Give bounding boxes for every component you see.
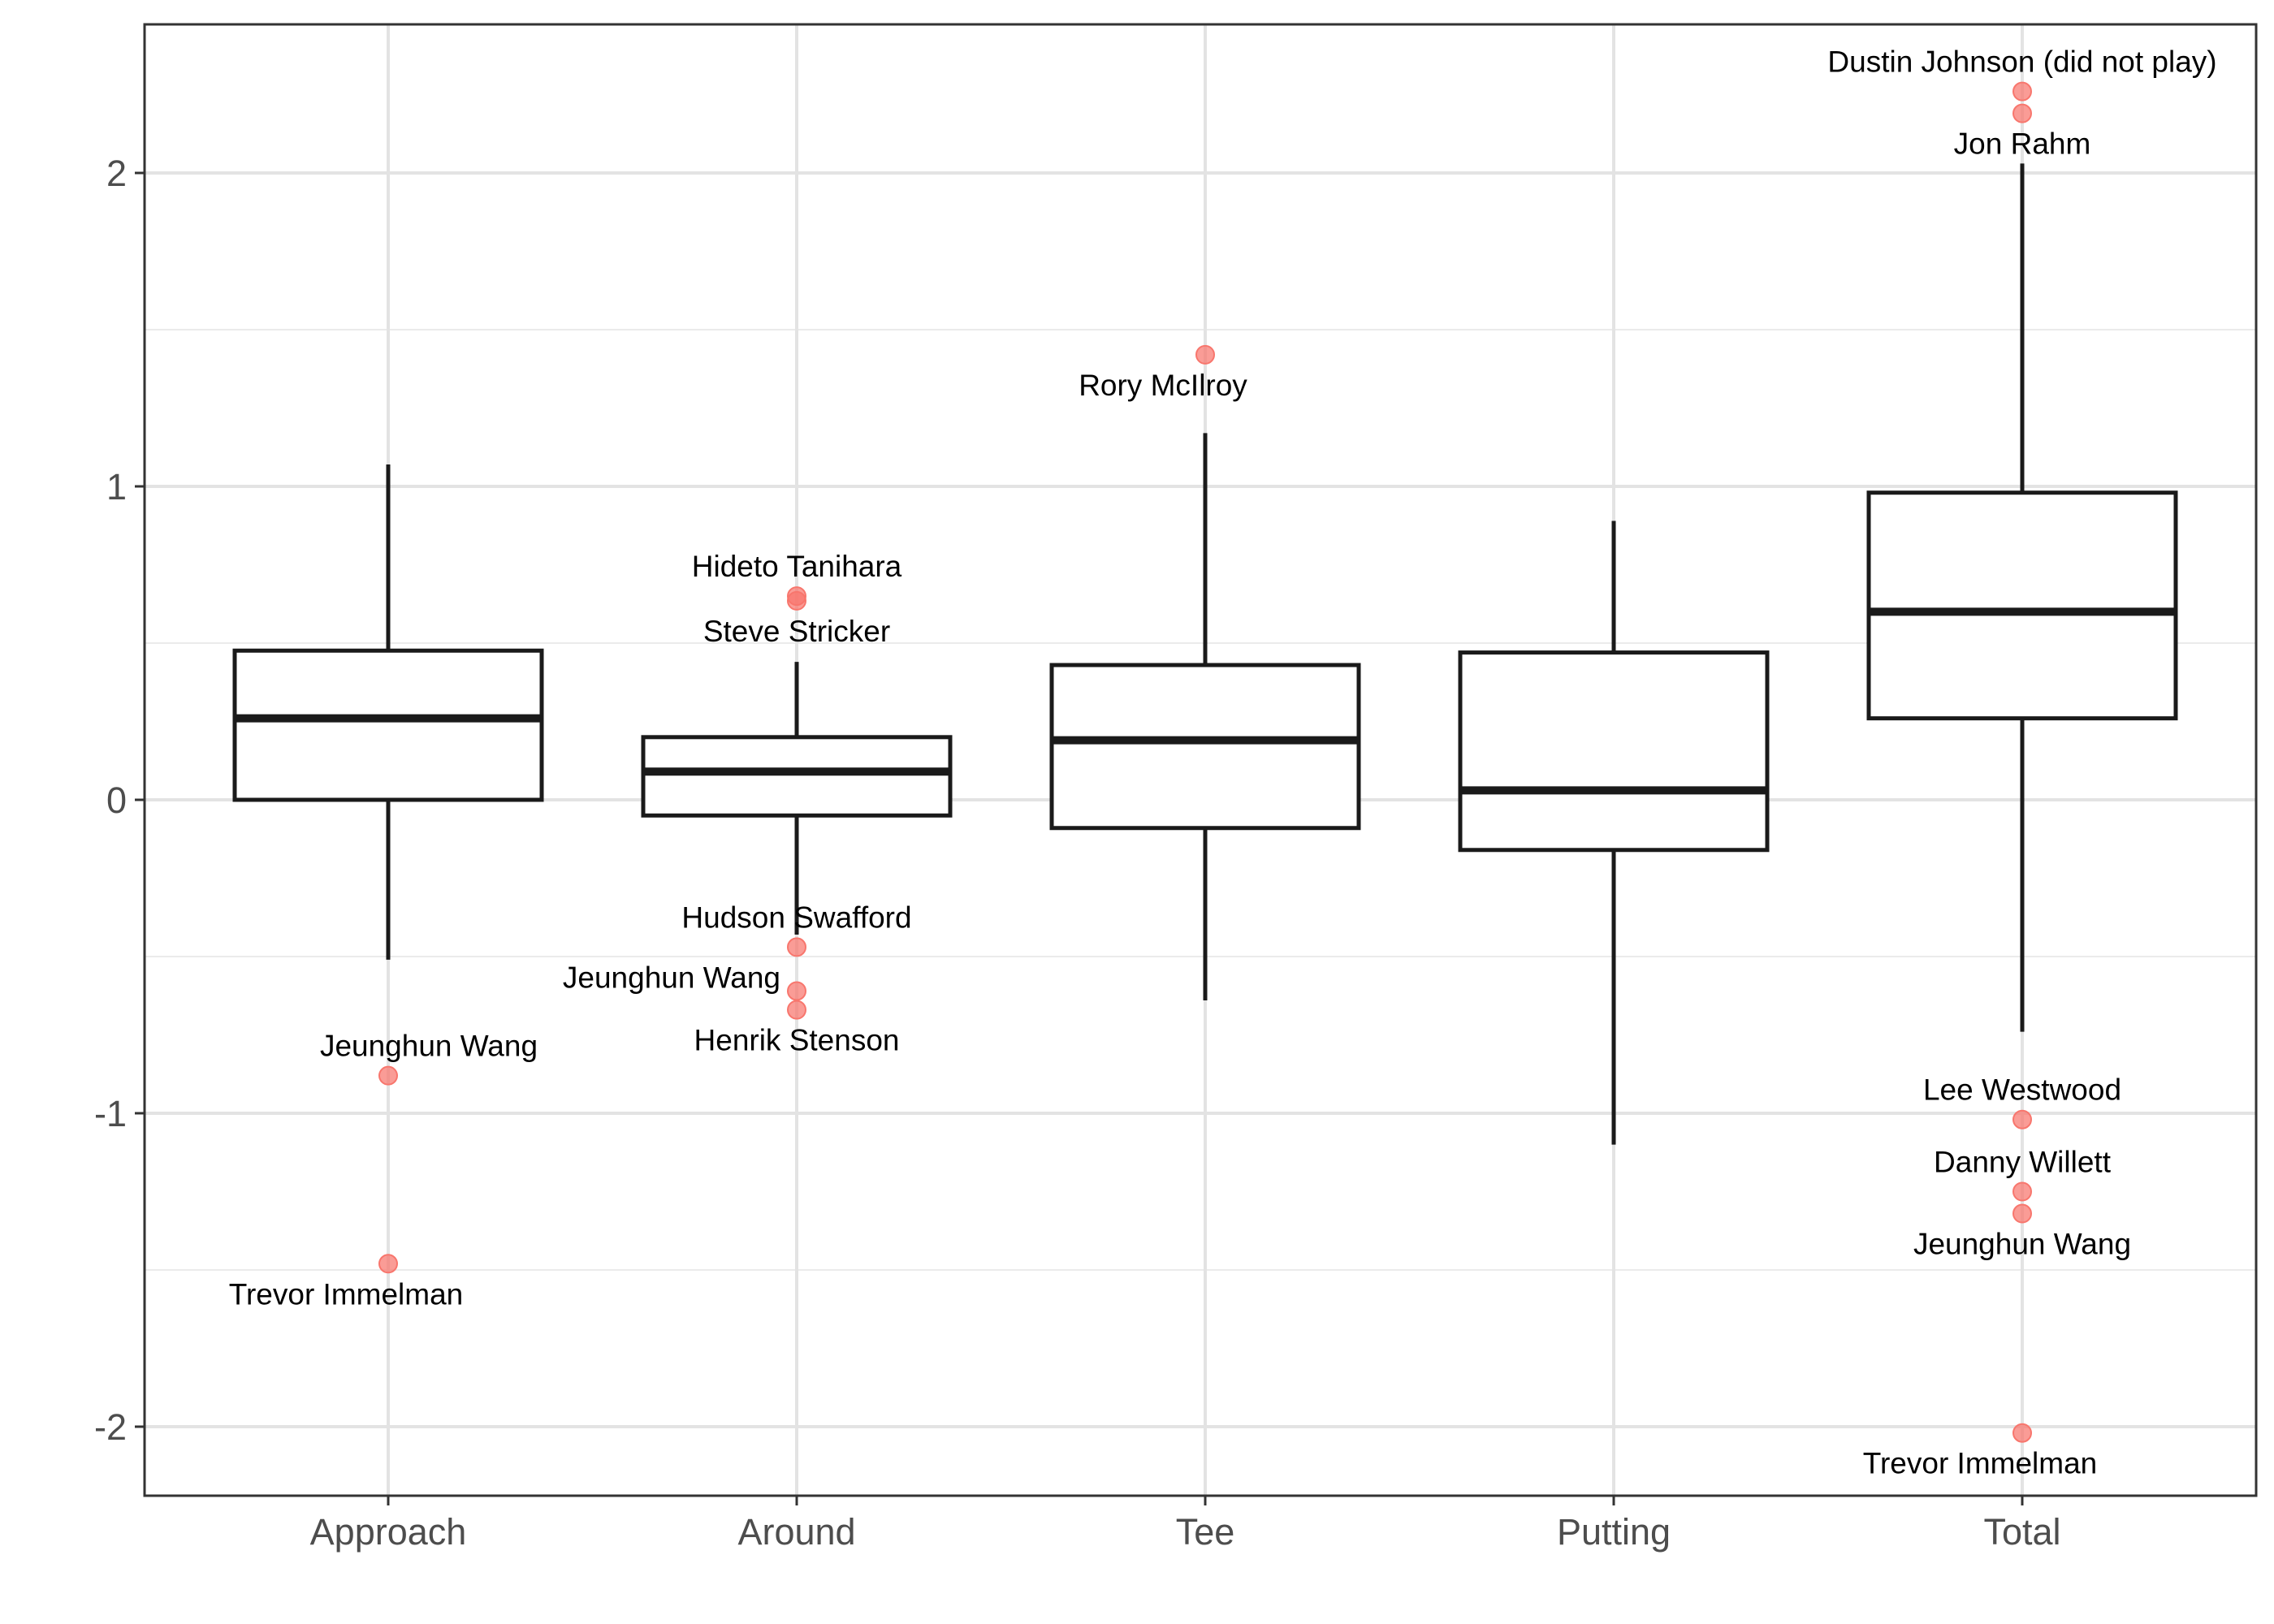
box-iqr bbox=[232, 648, 544, 802]
y-tick-label: 2 bbox=[106, 153, 127, 194]
outlier-label: Jeunghun Wang bbox=[320, 1030, 538, 1063]
x-tick-label: Approach bbox=[310, 1511, 467, 1553]
outlier-label: Jon Rahm bbox=[1954, 127, 2091, 161]
outlier-label: Rory McIlroy bbox=[1079, 369, 1247, 402]
x-tick-label: Putting bbox=[1557, 1511, 1671, 1553]
box-iqr bbox=[1049, 663, 1361, 831]
outlier-point bbox=[378, 1065, 398, 1086]
outlier-point bbox=[2012, 81, 2032, 102]
x-tick-label: Around bbox=[737, 1511, 855, 1553]
outlier-layer bbox=[378, 81, 2032, 1443]
outlier-label-layer: Jeunghun Wang Trevor Immelman Hideto Tanih… bbox=[229, 45, 2217, 1480]
outlier-point bbox=[2012, 1181, 2032, 1202]
outlier-point bbox=[2012, 1109, 2032, 1129]
outlier-label: Hideto Tanihara bbox=[692, 550, 902, 583]
outlier-point bbox=[787, 590, 806, 611]
box-iqr bbox=[1866, 490, 2178, 721]
box-iqr bbox=[641, 735, 953, 818]
outlier-label: Danny Willett bbox=[1934, 1146, 2112, 1179]
outlier-label: Trevor Immelman bbox=[229, 1277, 464, 1311]
y-tick-label: -1 bbox=[94, 1093, 127, 1134]
outlier-point bbox=[787, 937, 806, 957]
outlier-label: Jeunghun Wang bbox=[563, 961, 780, 994]
outlier-point bbox=[2012, 103, 2032, 123]
outlier-point bbox=[378, 1254, 398, 1274]
x-tick-label: Tee bbox=[1176, 1511, 1235, 1553]
axis-layer: -2 -1 0 1 2 Approach Around Tee Putting Total bbox=[94, 23, 2258, 1553]
outlier-point bbox=[2012, 1203, 2032, 1224]
outlier-label: Jeunghun Wang bbox=[1913, 1228, 2131, 1261]
box-iqr bbox=[1458, 650, 1770, 853]
y-tick-label: 0 bbox=[106, 780, 127, 821]
y-tick-label: 1 bbox=[106, 466, 127, 508]
x-tick-label: Total bbox=[1983, 1511, 2060, 1553]
outlier-point bbox=[1195, 344, 1215, 365]
outlier-point bbox=[2012, 1423, 2032, 1443]
outlier-label: Lee Westwood bbox=[1923, 1073, 2121, 1107]
y-tick-label: -2 bbox=[94, 1406, 127, 1448]
outlier-label: Steve Stricker bbox=[703, 615, 890, 648]
outlier-label: Henrik Stenson bbox=[694, 1024, 900, 1057]
outlier-label: Dustin Johnson (did not play) bbox=[1827, 45, 2216, 79]
outlier-point bbox=[787, 1000, 806, 1020]
outlier-label: Trevor Immelman bbox=[1863, 1447, 2098, 1480]
outlier-label: Hudson Swafford bbox=[681, 901, 911, 934]
box-layer bbox=[232, 163, 2178, 1145]
outlier-point bbox=[787, 981, 806, 1001]
panel-border bbox=[143, 23, 2258, 1497]
